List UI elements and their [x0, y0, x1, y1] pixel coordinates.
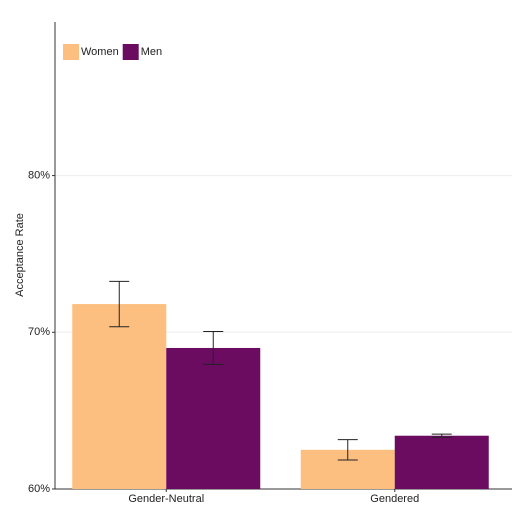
- bar: [166, 347, 261, 489]
- y-tick-label: 70%: [28, 326, 50, 338]
- y-tick-label: 60%: [28, 483, 50, 495]
- legend-label: Women: [81, 46, 119, 58]
- y-axis-label: Acceptance Rate: [14, 213, 26, 297]
- bar: [72, 304, 167, 489]
- legend-label: Men: [141, 46, 162, 58]
- legend-swatch: [122, 44, 139, 60]
- x-tick-label: Gendered: [370, 493, 419, 505]
- y-tick-label: 80%: [28, 169, 50, 181]
- legend-swatch: [63, 44, 79, 60]
- bar: [394, 435, 489, 489]
- x-tick-label: Gender-Neutral: [128, 493, 204, 505]
